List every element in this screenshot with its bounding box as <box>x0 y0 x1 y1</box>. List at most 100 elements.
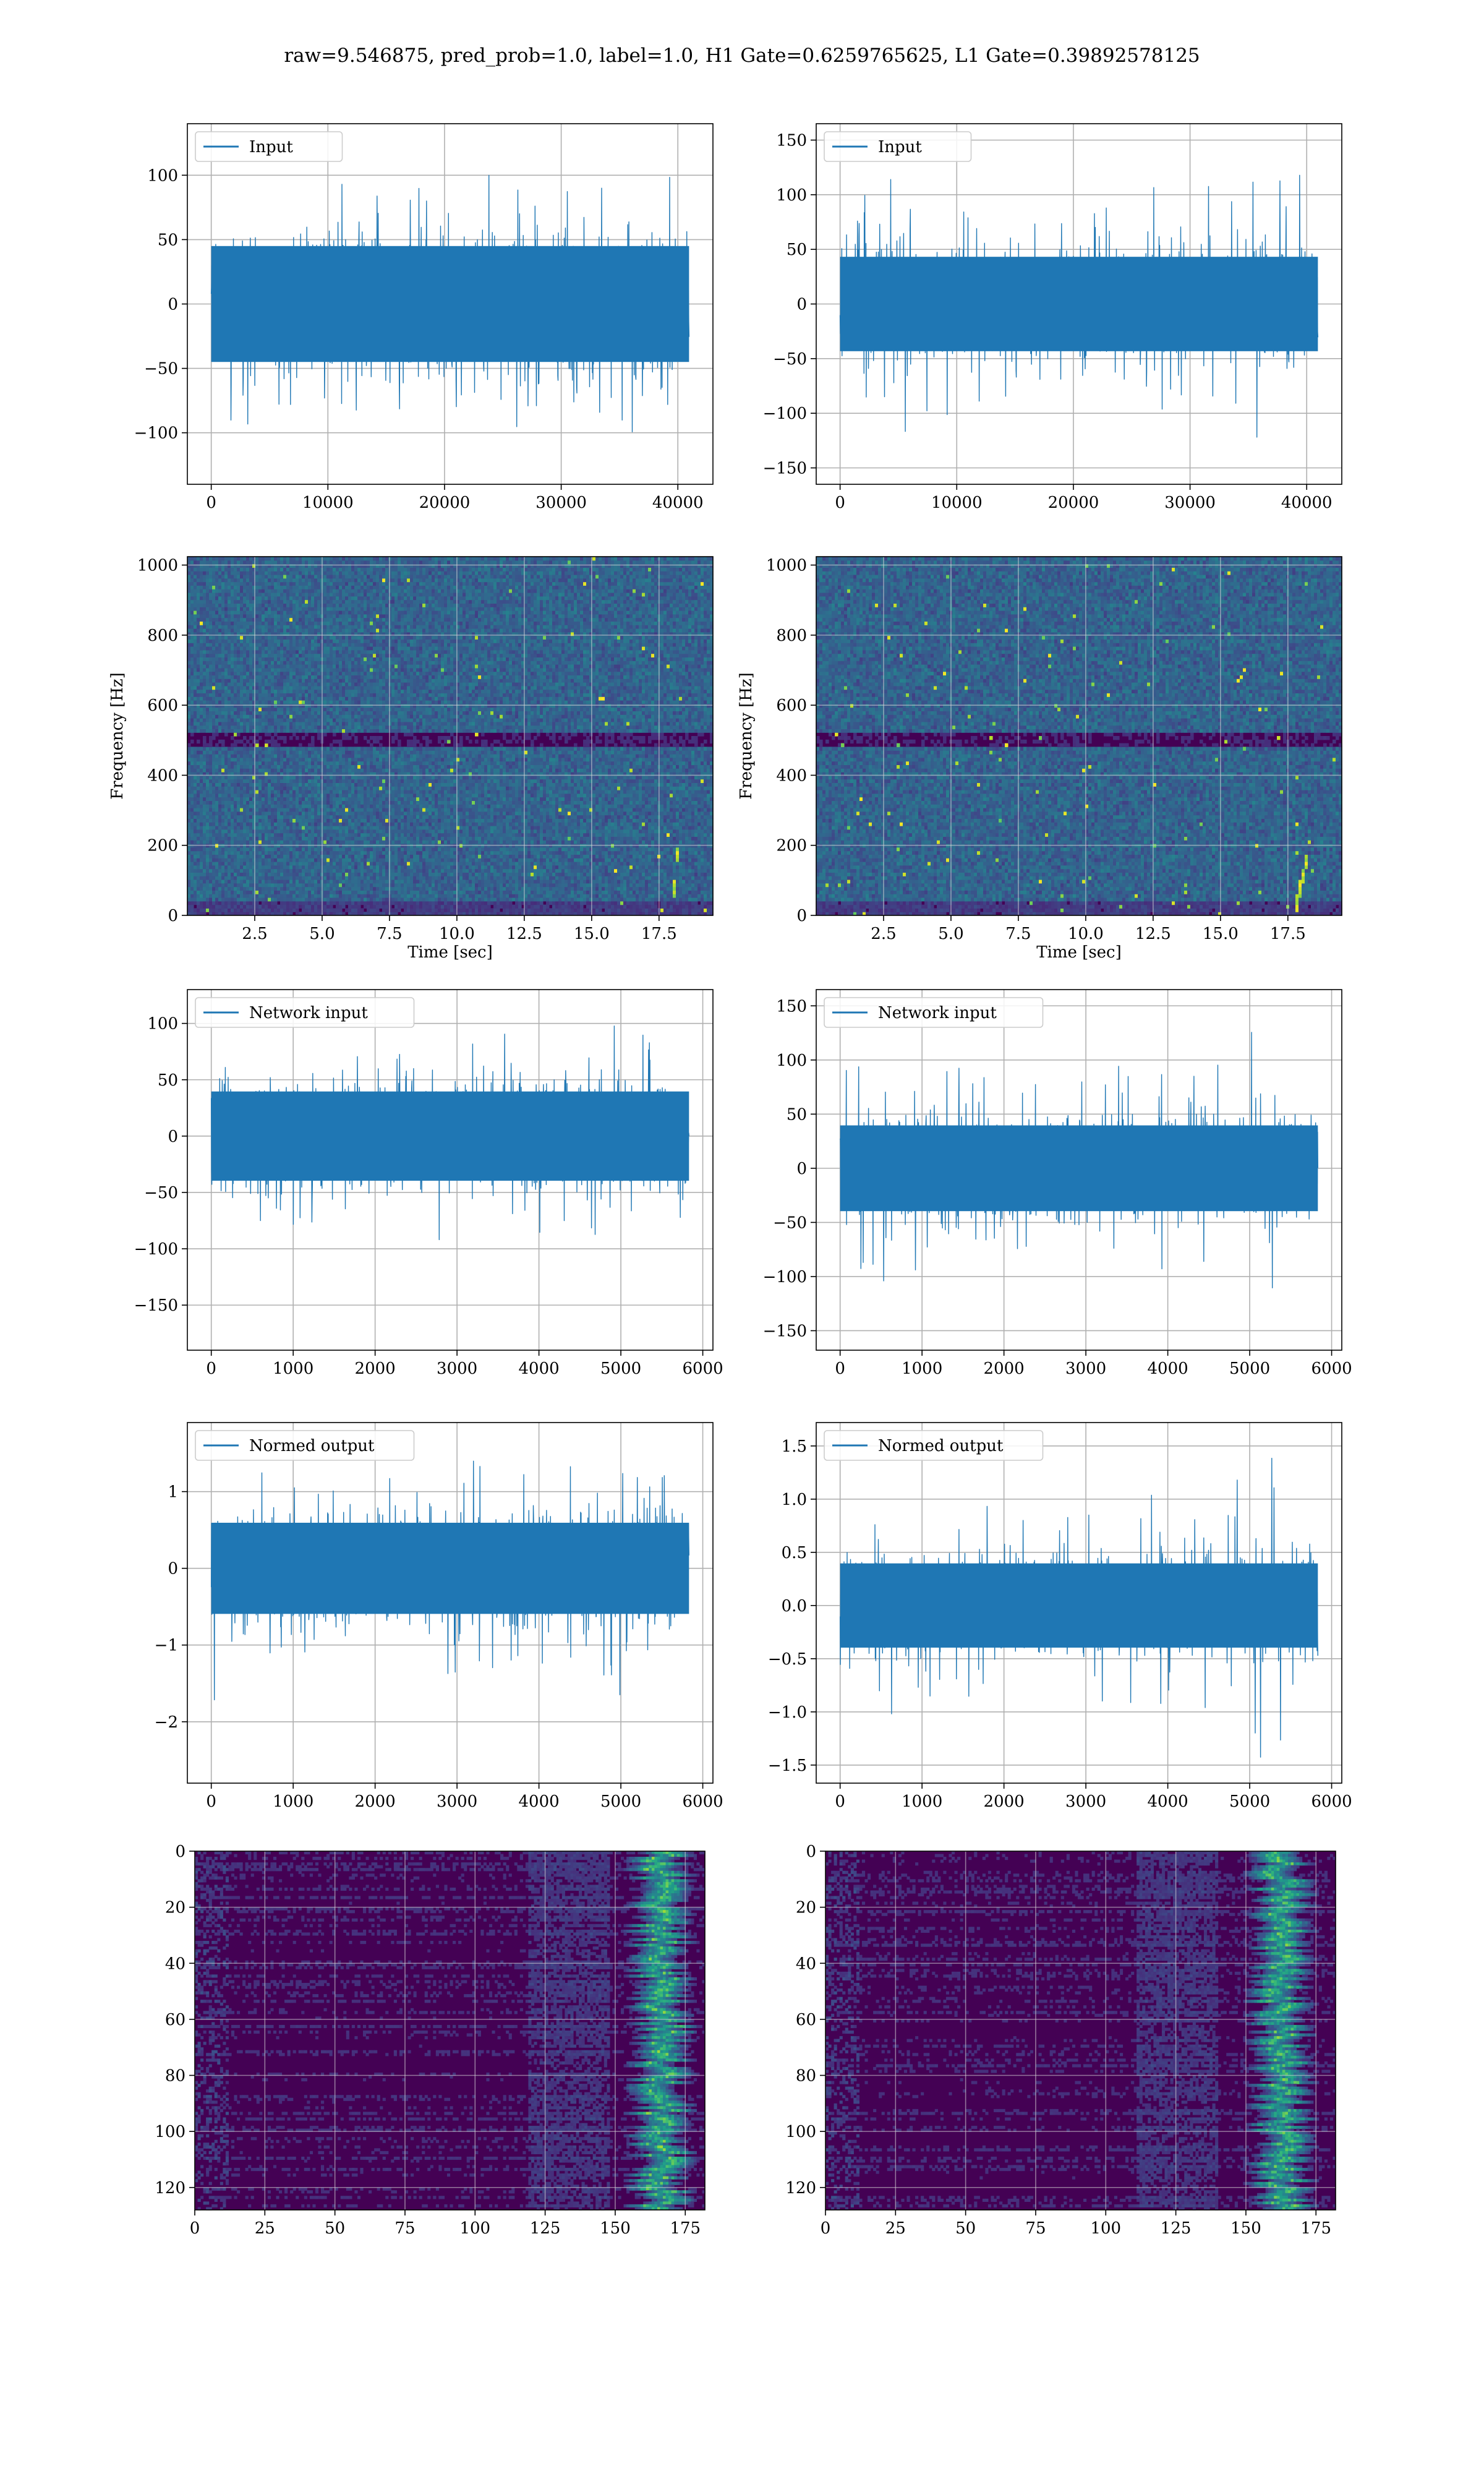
y-tick-label: 50 <box>158 231 178 249</box>
x-tick-label: 40000 <box>1281 494 1333 512</box>
y-tick-label: 400 <box>147 766 178 785</box>
x-tick-label: 7.5 <box>1005 925 1031 943</box>
heatmap-cells <box>825 1851 1336 2211</box>
y-tick-label: −50 <box>144 360 178 379</box>
x-tick-label: 5000 <box>1229 1359 1270 1378</box>
x-tick-label: 10.0 <box>1068 925 1104 943</box>
y-tick-label: −150 <box>134 1296 178 1315</box>
y-tick-label: 800 <box>147 627 178 645</box>
x-tick-label: 125 <box>530 2219 561 2238</box>
x-axis-title: Time [sec] <box>407 943 493 962</box>
x-tick-label: 1000 <box>902 1359 942 1378</box>
y-tick-label: 1 <box>168 1483 178 1502</box>
y-tick-label: 60 <box>165 2011 186 2029</box>
x-tick-label: 15.0 <box>1203 925 1239 943</box>
y-tick-label: 50 <box>787 241 807 259</box>
axes-frame <box>194 1851 706 2211</box>
l1-network-input-panel: 0 1000 2000 3000 4000 5000 6000 −150 −100 −50 0 50 1… <box>763 989 1352 1378</box>
x-tick-label: 100 <box>1090 2219 1121 2238</box>
y-tick-label: −100 <box>763 404 807 423</box>
legend-label: Normed output <box>878 1437 1004 1455</box>
x-tick-label: 5000 <box>600 1792 641 1811</box>
x-tick-label: 0 <box>206 1359 216 1378</box>
y-tick-label: 0.5 <box>782 1544 807 1562</box>
y-tick-label: 0 <box>796 296 807 314</box>
y-tick-label: 50 <box>158 1071 178 1090</box>
series-core <box>211 1091 689 1181</box>
y-tick-label: 1000 <box>137 557 178 575</box>
x-tick-label: 12.5 <box>1135 925 1171 943</box>
x-tick-label: 2.5 <box>242 925 267 943</box>
h1-spectrogram-panel: 2.5 5.0 7.5 10.0 12.5 15.0 17.5 0 200 400 600 800 10… <box>108 556 714 962</box>
x-tick-label: 0 <box>206 1792 216 1811</box>
y-tick-label: 600 <box>776 696 807 715</box>
x-tick-label: 2000 <box>984 1792 1025 1811</box>
x-tick-label: 4000 <box>519 1359 560 1378</box>
y-tick-label: 100 <box>147 1015 178 1034</box>
axes-frame <box>816 556 1342 916</box>
gridlines <box>825 1851 1336 2210</box>
x-tick-label: 0 <box>190 2219 200 2238</box>
x-tick-label: 175 <box>670 2219 701 2238</box>
x-tick-label: 12.5 <box>506 925 542 943</box>
legend: Network input <box>195 997 415 1028</box>
series-core <box>211 1522 689 1614</box>
x-tick-label: 6000 <box>682 1792 723 1811</box>
x-tick-label: 15.0 <box>574 925 610 943</box>
x-tick-label: 4000 <box>1148 1359 1188 1378</box>
y-tick-label: 0 <box>168 1128 178 1146</box>
y-axis-title: Frequency [Hz] <box>108 672 127 800</box>
x-tick-label: 10000 <box>302 494 354 512</box>
y-tick-label: 100 <box>147 166 178 185</box>
y-tick-label: −100 <box>134 1240 178 1259</box>
y-tick-label: 150 <box>776 997 807 1016</box>
l1-spectrogram-panel: 2.5 5.0 7.5 10.0 12.5 15.0 17.5 0 200 400 600 800 10… <box>737 556 1342 962</box>
axes-frame <box>187 989 714 1351</box>
legend: Input <box>824 131 972 162</box>
y-tick-label: 1.0 <box>782 1491 807 1509</box>
y-tick-label: 80 <box>796 2067 816 2086</box>
x-tick-label: 30000 <box>1164 494 1216 512</box>
axes-frame <box>816 989 1342 1351</box>
axes-frame <box>816 1422 1342 1784</box>
x-tick-label: 2.5 <box>871 925 896 943</box>
y-tick-label: −2 <box>155 1713 178 1732</box>
y-tick-label: 60 <box>796 2011 816 2029</box>
l1-normed-output-panel: 0 1000 2000 3000 4000 5000 6000 −1.5 −1.0 −0.5 0.0… <box>768 1422 1352 1811</box>
x-tick-label: 0 <box>206 494 216 512</box>
axes-frame <box>825 1851 1336 2211</box>
legend: Network input <box>824 997 1044 1028</box>
x-tick-label: 1000 <box>902 1792 942 1811</box>
y-tick-label: 0.0 <box>782 1597 807 1616</box>
y-tick-label: 0 <box>796 907 807 925</box>
x-tick-label: 5000 <box>1229 1792 1270 1811</box>
y-tick-label: −1 <box>155 1637 178 1655</box>
x-tick-label: 25 <box>885 2219 906 2238</box>
x-tick-label: 0 <box>835 1359 845 1378</box>
l1-feature-map-panel: 0 25 50 75 100 125 150 175 0 20 40 60 80 100 120 <box>785 1843 1336 2238</box>
y-tick-label: −0.5 <box>768 1650 807 1669</box>
legend: Normed output <box>824 1430 1044 1461</box>
x-tick-label: 2000 <box>984 1359 1025 1378</box>
y-tick-label: 150 <box>776 132 807 150</box>
x-tick-label: 3000 <box>1065 1359 1106 1378</box>
legend-label: Network input <box>878 1004 997 1022</box>
x-tick-label: 1000 <box>273 1792 313 1811</box>
y-tick-label: 100 <box>776 1051 807 1070</box>
h1-network-input-panel: 0 1000 2000 3000 4000 5000 6000 −150 −100 −50 0 50 1… <box>134 989 723 1378</box>
x-tick-label: 50 <box>955 2219 976 2238</box>
h1-normed-output-panel: 0 1000 2000 3000 4000 5000 6000 −2 −1 0 1 Normed ou… <box>155 1422 723 1811</box>
x-tick-label: 17.5 <box>641 925 677 943</box>
y-tick-label: −1.5 <box>768 1757 807 1775</box>
y-tick-label: −50 <box>773 1213 807 1232</box>
y-tick-label: 100 <box>785 2123 816 2141</box>
x-tick-label: 0 <box>821 2219 831 2238</box>
x-tick-label: 25 <box>255 2219 275 2238</box>
y-tick-label: −100 <box>134 424 178 443</box>
x-tick-label: 3000 <box>437 1792 477 1811</box>
figure-title: raw=9.546875, pred_prob=1.0, label=1.0, … <box>284 45 1200 67</box>
x-tick-label: 100 <box>459 2219 490 2238</box>
y-tick-label: −50 <box>773 350 807 369</box>
y-tick-label: 400 <box>776 766 807 785</box>
y-tick-label: 0 <box>806 1843 816 1861</box>
